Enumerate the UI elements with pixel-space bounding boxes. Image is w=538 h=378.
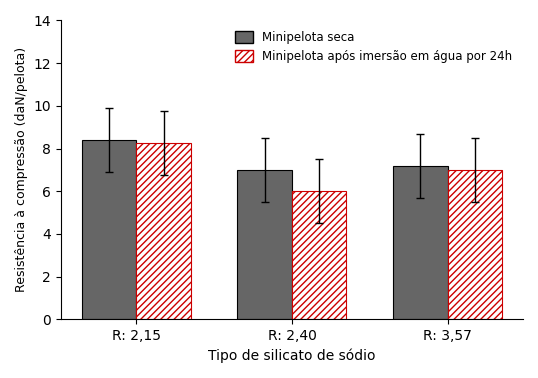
Bar: [82, 140, 136, 319]
Legend: Minipelota seca, Minipelota após imersão em água por 24h: Minipelota seca, Minipelota após imersão…: [230, 26, 517, 68]
Bar: [448, 170, 502, 319]
Bar: [393, 166, 448, 319]
Y-axis label: Resistência à compressão (daN/pelota): Resistência à compressão (daN/pelota): [15, 47, 28, 293]
X-axis label: Tipo de silicato de sódio: Tipo de silicato de sódio: [208, 349, 376, 363]
Bar: [237, 170, 292, 319]
Bar: [292, 191, 346, 319]
Bar: [136, 143, 191, 319]
